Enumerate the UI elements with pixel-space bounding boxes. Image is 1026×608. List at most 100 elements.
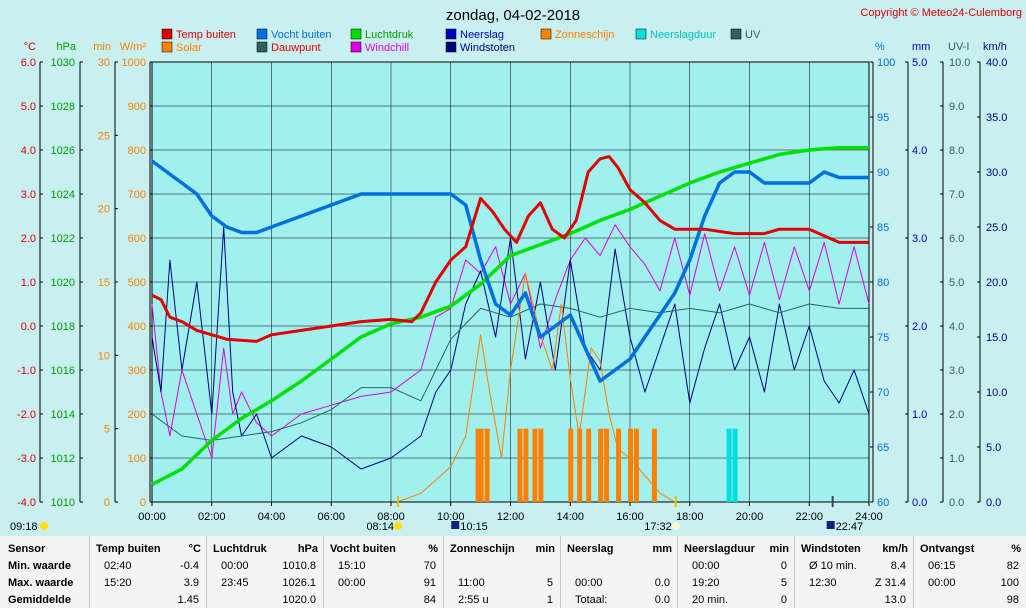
stat-value: 1026.1 — [282, 577, 316, 589]
column-unit: °C — [188, 543, 201, 555]
stat-time: Totaal: — [575, 594, 608, 606]
tick-label: 2.0 — [21, 233, 36, 245]
tick-label: 25 — [98, 130, 110, 142]
stats-column: Neerslag mm 00:00 0.0 Totaal: 0.0 — [560, 536, 678, 608]
tick-label: 80 — [877, 277, 889, 289]
tick-label: 40.0 — [986, 57, 1007, 69]
stat-value: 100 — [1000, 577, 1019, 589]
stat-time: 00:00 — [928, 577, 956, 589]
rain-duration-bar — [726, 428, 732, 502]
x-tick-label: 16:00 — [616, 511, 644, 523]
legend-label: Solar — [176, 42, 202, 54]
sun-max-icon — [451, 521, 460, 529]
stat-time: 00:00 — [338, 577, 366, 589]
sunshine-bar — [577, 428, 583, 502]
stats-column: Neerslagduur min 00:00 0 19:20 5 20 min. 0 — [677, 536, 795, 608]
stats-column: Luchtdruk hPa 00:00 1010.8 23:45 1026.1 1020.0 — [206, 536, 324, 608]
grid — [152, 62, 869, 502]
legend-label: Luchtdruk — [365, 29, 414, 41]
legend-swatch — [445, 28, 457, 40]
copyright: Copyright © Meteo24-Culemborg — [860, 7, 1022, 19]
stat-time: 23:45 — [221, 577, 249, 589]
stats-column: Zonneschijn min 11:00 5 2:55 u 1 — [443, 536, 561, 608]
moonset-time: 22:47 — [836, 521, 864, 533]
tick-label: 0.0 — [912, 497, 927, 509]
sunshine-bar — [604, 428, 610, 502]
chart-legend: Temp buiten Vocht buiten Luchtdruk Neerslag… — [161, 28, 761, 54]
tick-label: 6.0 — [21, 57, 36, 69]
column-header: Zonneschijn — [450, 543, 515, 555]
tick-label: 60 — [877, 497, 889, 509]
sunshine-bar — [628, 428, 633, 502]
tick-label: 800 — [128, 145, 146, 157]
sunshine-bar — [475, 428, 481, 502]
legend-label: Windchill — [365, 42, 409, 54]
stats-table: Sensor Min. waarde Max. waarde Gemiddelde Te… — [0, 536, 1026, 608]
tick-label: 500 — [128, 277, 146, 289]
tick-label: 0.0 — [21, 321, 36, 333]
tick-label: 1000 — [122, 57, 146, 69]
moon-icon — [40, 522, 48, 530]
stat-value: 5 — [546, 577, 553, 589]
column-unit: mm — [652, 543, 672, 555]
tick-label: 0.0 — [949, 497, 964, 509]
tick-label: 300 — [128, 365, 146, 377]
row-label: Sensor — [8, 543, 46, 555]
legend-swatch — [445, 41, 457, 53]
column-unit: hPa — [297, 543, 318, 555]
stat-time: 02:40 — [104, 560, 132, 572]
tick-label: 1.0 — [949, 453, 964, 465]
tick-label: 1.0 — [21, 277, 36, 289]
tick-label: 700 — [128, 189, 146, 201]
sunset-icon — [671, 522, 680, 530]
tick-label: 400 — [128, 321, 146, 333]
column-unit: min — [535, 543, 555, 555]
x-tick-label: 02:00 — [198, 511, 226, 523]
vocht-buiten-line — [150, 159, 869, 383]
stat-value: 0 — [780, 594, 787, 606]
axis-unit: min — [93, 41, 111, 53]
stat-time: 20 min. — [692, 594, 729, 606]
sunset-time: 17:32 — [644, 521, 672, 533]
chart-title: zondag, 04-02-2018 — [446, 7, 580, 24]
stat-value: 5 — [780, 577, 787, 589]
stat-value: Z 31.4 — [874, 577, 906, 589]
stat-value: 1 — [546, 594, 553, 606]
stat-time: 15:20 — [104, 577, 132, 589]
tick-label: 15.0 — [986, 332, 1007, 344]
tick-label: 5 — [104, 424, 110, 436]
sunshine-bar — [532, 428, 538, 502]
x-tick-label: 12:00 — [497, 511, 525, 523]
sun-max-time: 10:15 — [460, 521, 488, 533]
stat-value: 0.0 — [654, 577, 670, 589]
x-tick-label: 00:00 — [138, 511, 166, 523]
legend-swatch — [350, 41, 362, 53]
tick-label: 95 — [877, 112, 889, 124]
sunshine-bar — [484, 428, 490, 502]
x-tick-label: 06:00 — [317, 511, 345, 523]
stat-time: 00:00 — [221, 560, 249, 572]
tick-label: 6.0 — [949, 233, 964, 245]
tick-label: 0.0 — [986, 497, 1001, 509]
stats-column: Windstoten km/h Ø 10 min. 8.4 12:30 Z 31.4 13.… — [794, 536, 914, 608]
axis-unit: W/m² — [120, 41, 147, 53]
axis-unit: °C — [24, 41, 36, 53]
rain-duration-bar — [732, 428, 738, 502]
tick-label: 20.0 — [986, 277, 1007, 289]
tick-label: 4.0 — [949, 321, 964, 333]
stat-value: 1.45 — [177, 594, 199, 606]
sunrise-time: 08:14 — [366, 521, 394, 533]
axis-unit: hPa — [56, 41, 76, 53]
tick-label: 3.0 — [21, 189, 36, 201]
stats-column: Temp buiten °C 02:40 -0.4 15:20 3.9 1.45 — [89, 536, 207, 608]
tick-label: -2.0 — [17, 409, 36, 421]
tick-label: 90 — [877, 167, 889, 179]
column-header: Windstoten — [801, 543, 861, 555]
stats-column: Vocht buiten% 15:10 70 00:00 91 84 — [323, 536, 444, 608]
legend-swatch — [161, 28, 173, 40]
tick-label: 25.0 — [986, 222, 1007, 234]
legend-swatch — [730, 28, 742, 40]
sunrise-icon — [393, 522, 402, 530]
column-header: Ontvangst — [920, 543, 975, 555]
sunshine-bar — [478, 428, 484, 502]
